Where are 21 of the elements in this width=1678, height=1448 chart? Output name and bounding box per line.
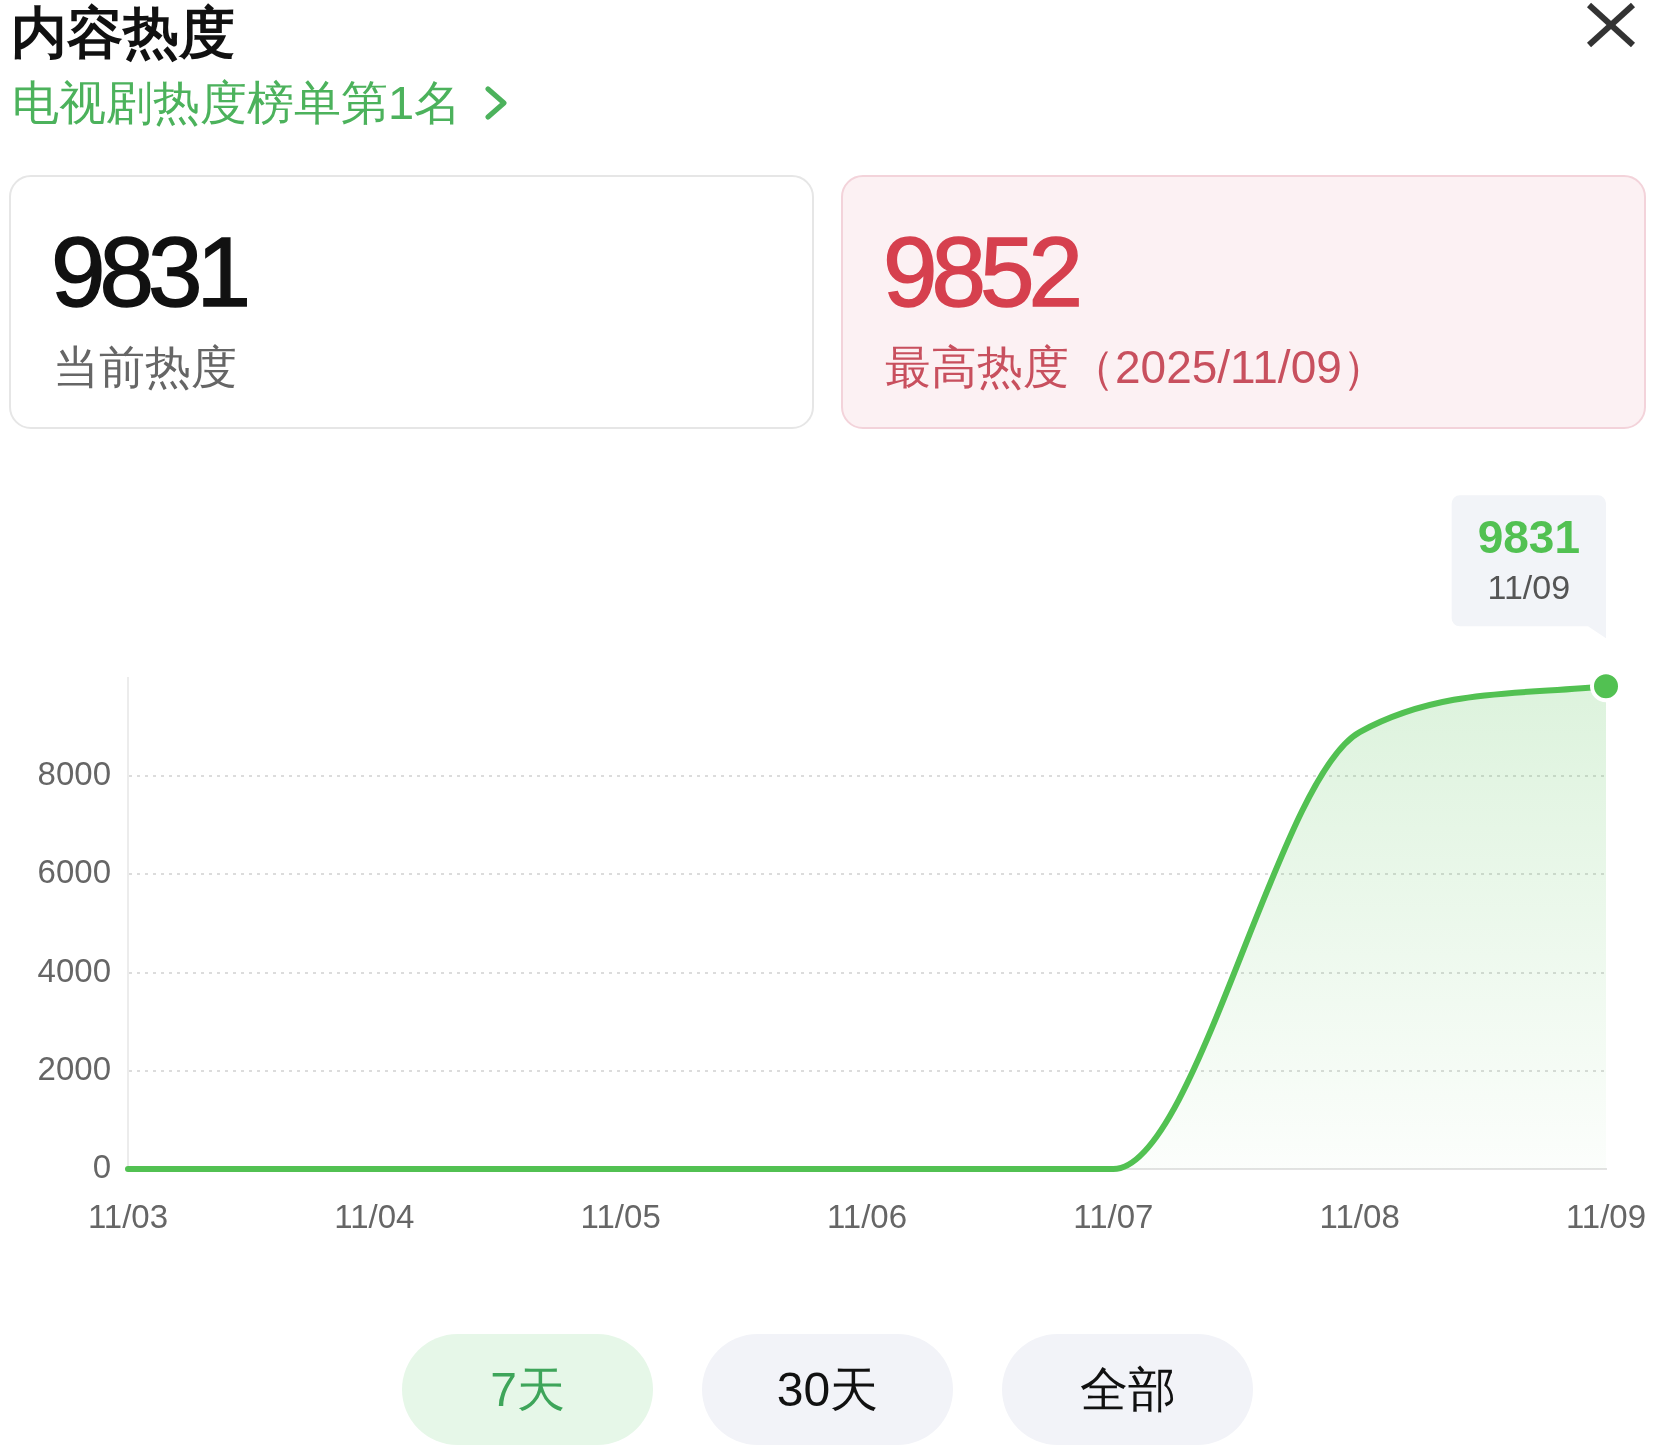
y-tick-label: 6000 [37,853,111,891]
x-tick-label: 11/07 [1073,1197,1154,1235]
y-tick-label: 8000 [37,755,111,793]
x-tick-label: 11/09 [1565,1197,1647,1235]
chart-subtitle: 电视剧热度榜单第1名 [12,76,462,130]
x-tick-label: 11/08 [1319,1197,1400,1235]
y-tick-label: 2000 [37,1049,111,1087]
y-tick-label: 0 [92,1148,111,1186]
tab-button: 全部 [1002,1334,1253,1445]
x-tick-label: 11/05 [580,1197,661,1235]
tab-button: 30天 [702,1334,953,1445]
annotation: 9831 [1477,510,1581,563]
chart-title: 内容热度 [11,1,235,64]
x-tick-label: 11/03 [87,1197,169,1235]
annotation: 11/09 [1487,567,1571,606]
y-tick-label: 4000 [37,951,111,989]
x-tick-label: 11/04 [334,1197,415,1235]
stat-card: 9831 当前热度 [9,175,814,429]
tab-button: 7天 [402,1334,653,1445]
stat-card: 9852 最高热度（2025/11/09） [841,175,1646,429]
x-tick-label: 11/06 [826,1197,908,1235]
